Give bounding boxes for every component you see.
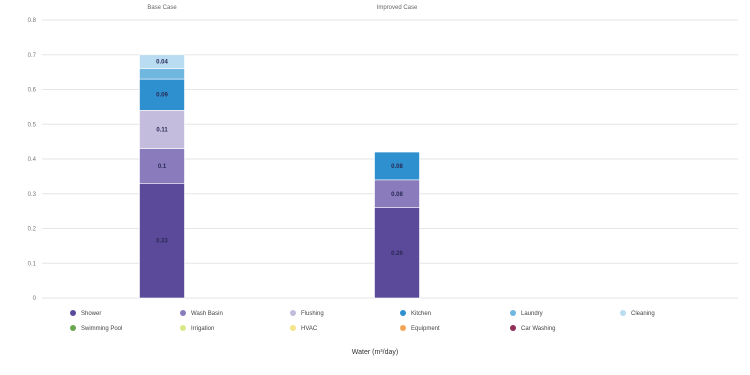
bar-segment — [374, 151, 420, 181]
legend-swatch — [180, 325, 186, 331]
y-tick-label: 0.3 — [28, 192, 37, 198]
bar-segment — [139, 54, 185, 69]
bar-data-label: 0.11 — [156, 127, 168, 133]
bar-segment — [139, 110, 185, 149]
bar-data-label: 0.33 — [156, 239, 168, 245]
y-tick-label: 0.5 — [28, 122, 37, 128]
legend-swatch — [620, 310, 626, 316]
y-tick-label: 0 — [33, 296, 37, 302]
legend-swatch — [70, 325, 76, 331]
legend-label: Kitchen — [411, 311, 431, 317]
legend-label: Swimming Pool — [81, 326, 122, 332]
legend-label: Equipment — [411, 326, 440, 332]
legend-swatch — [400, 310, 406, 316]
y-tick-label: 0.4 — [28, 157, 37, 163]
legend-label: Cleaning — [631, 311, 655, 317]
x-axis-title: Water (m³/day) — [352, 349, 398, 356]
bar-data-label: 0.08 — [391, 192, 403, 198]
legend-swatch — [180, 310, 186, 316]
legend-label: Flushing — [301, 311, 324, 317]
y-tick-label: 0.1 — [28, 261, 37, 267]
bar-segment — [374, 207, 420, 299]
bar-data-label: 0.04 — [156, 60, 168, 66]
bar-segment — [139, 68, 185, 80]
bar-data-label: 0.26 — [391, 251, 403, 257]
legend-swatch — [290, 310, 296, 316]
category-label: Improved Case — [377, 5, 418, 11]
legend-label: Wash Basin — [191, 311, 223, 317]
legend-label: Irrigation — [191, 326, 214, 332]
bar-data-label: 0.08 — [391, 164, 403, 170]
y-tick-label: 0.2 — [28, 227, 37, 233]
legend-swatch — [70, 310, 76, 316]
category-label: Base Case — [147, 5, 177, 11]
y-tick-label: 0.7 — [28, 53, 37, 59]
bar-segment — [139, 183, 185, 299]
y-tick-label: 0.8 — [28, 18, 37, 24]
y-tick-label: 0.6 — [28, 88, 37, 94]
bar-segment — [374, 179, 420, 208]
legend-label: Shower — [81, 311, 101, 317]
legend-label: Car Washing — [521, 326, 555, 332]
legend-swatch — [510, 325, 516, 331]
bar-segment — [139, 78, 185, 111]
bar-data-label: 0.09 — [156, 93, 168, 99]
legend-label: Laundry — [521, 311, 543, 317]
legend-swatch — [400, 325, 406, 331]
bar-data-label: 0.1 — [158, 164, 167, 170]
legend-label: HVAC — [301, 326, 318, 332]
legend-swatch — [290, 325, 296, 331]
bar-segment — [139, 148, 185, 184]
legend-swatch — [510, 310, 516, 316]
